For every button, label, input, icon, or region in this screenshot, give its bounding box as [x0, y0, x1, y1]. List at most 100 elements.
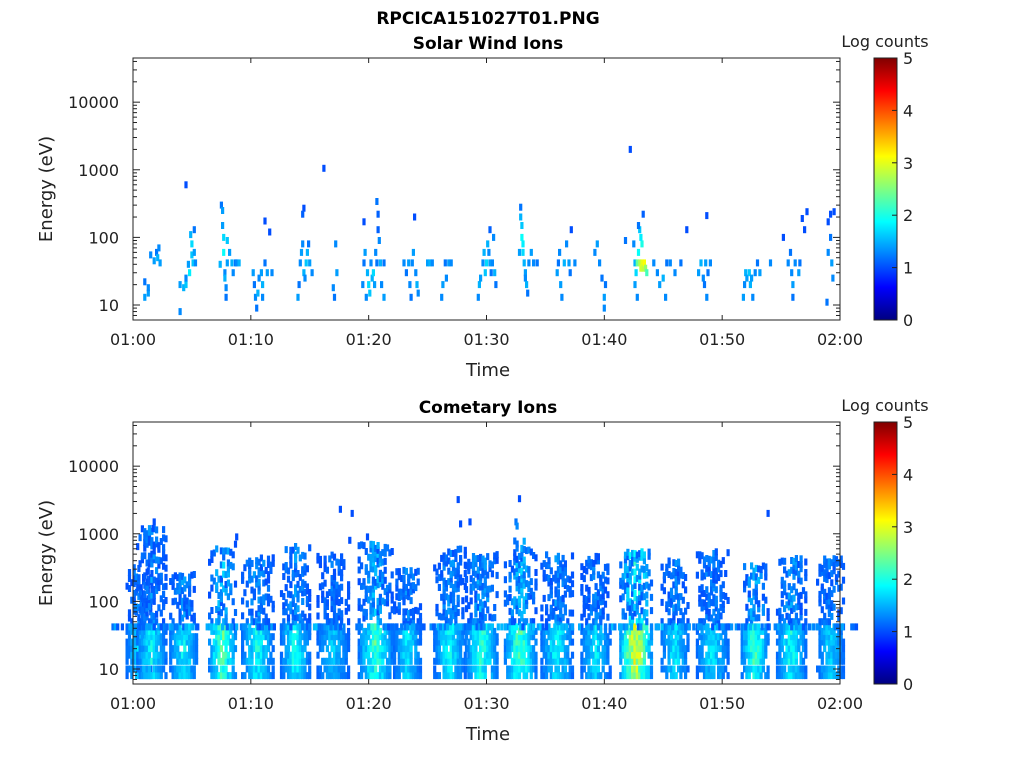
spectrogram-cell	[282, 672, 286, 680]
spectrogram-cell	[385, 645, 390, 653]
spectrogram-cell	[152, 541, 156, 549]
spectrogram-cell	[376, 575, 380, 583]
spectrogram-cell	[138, 638, 142, 646]
spectrogram-cell	[592, 672, 596, 680]
spectrogram-cell	[823, 555, 827, 563]
spectrogram-cell	[761, 651, 765, 659]
spectrogram-cell	[787, 623, 791, 631]
spectrogram-cell	[171, 598, 175, 606]
spectrogram-cell	[155, 651, 159, 659]
spectrogram-cell	[745, 645, 749, 653]
spectrogram-cell	[435, 651, 439, 659]
spectrogram-cell	[143, 672, 147, 680]
spectrogram-cell	[792, 657, 796, 665]
spectrogram-cell	[316, 552, 320, 560]
spectrogram-cell	[642, 633, 646, 641]
spectrogram-cell	[750, 651, 754, 659]
spectrogram-cell	[549, 627, 553, 635]
spectrogram-cell	[241, 612, 245, 620]
spectrogram-cell	[790, 557, 794, 564]
spectrogram-cell	[481, 601, 485, 609]
y-axis-label: Energy (eV)	[36, 500, 57, 606]
spectrogram-cell	[176, 633, 180, 641]
spectrogram-cell	[180, 572, 185, 580]
spectrogram-cell	[635, 574, 639, 582]
spectrogram-cell	[677, 558, 681, 566]
spectrogram-cell	[219, 672, 223, 680]
spectrogram-cell	[271, 645, 275, 653]
spectrogram-cell	[411, 586, 415, 594]
spectrogram-cell	[678, 623, 682, 631]
spectrogram-cell	[520, 581, 524, 589]
spectrogram-cell	[549, 609, 553, 616]
spectrogram-cell	[159, 572, 163, 580]
spectrogram-cell	[418, 618, 423, 626]
spectrogram-cell	[585, 602, 589, 610]
spectrogram-cell	[400, 657, 404, 665]
spectrogram-cell	[328, 665, 332, 673]
spectrogram-cell	[332, 586, 337, 594]
spectrogram-cell	[217, 614, 221, 621]
spectrogram-cell	[561, 645, 565, 653]
x-tick-label: 01:40	[581, 330, 627, 349]
spectrogram-cell	[248, 623, 252, 631]
spectrogram-cell	[599, 594, 603, 602]
x-tick-label: 01:10	[228, 330, 274, 349]
spectrogram-cell	[721, 627, 725, 635]
spectrogram-cell	[580, 627, 584, 635]
spectrogram-cell	[633, 645, 637, 653]
spectrogram-cell	[188, 584, 192, 592]
spectrogram-cell	[376, 581, 380, 589]
spectrogram-cell	[783, 657, 787, 665]
spectrogram-cell	[435, 645, 439, 653]
spectrogram-cell	[712, 665, 716, 673]
spectrogram-cell	[757, 576, 761, 584]
spectrogram-cell	[145, 540, 149, 548]
spectrogram-cell	[471, 553, 476, 560]
spectrogram-cell	[787, 592, 791, 600]
spectrogram-cell	[483, 581, 487, 589]
spectrogram-cell	[830, 665, 834, 673]
spectrogram-cell	[801, 665, 806, 673]
spectrogram-cell	[761, 593, 765, 601]
spectrogram-cell	[606, 577, 610, 585]
spectrogram-cell	[561, 580, 565, 588]
spectrogram-cell	[464, 665, 469, 673]
spectrogram-cell	[263, 259, 267, 267]
spectrogram-cell	[155, 248, 159, 256]
spectrogram-cell	[215, 651, 219, 659]
spectrogram-cell	[633, 589, 637, 597]
spectrogram-cell	[347, 665, 351, 673]
spectrogram-cell	[224, 547, 228, 555]
spectrogram-cell	[633, 672, 637, 680]
spectrogram-cell	[184, 623, 188, 631]
spectrogram-cell	[554, 576, 558, 584]
spectrogram-cell	[623, 627, 628, 635]
spectrogram-cell	[705, 672, 709, 680]
spectrogram-cell	[757, 657, 761, 665]
spectrogram-cell	[381, 571, 385, 579]
spectrogram-cell	[677, 645, 681, 653]
spectrogram-cell	[226, 633, 230, 641]
spectrogram-cell	[556, 566, 560, 574]
spectrogram-cell	[411, 665, 415, 673]
spectrogram-cell	[291, 638, 295, 646]
spectrogram-cell	[259, 569, 263, 577]
x-tick-label: 01:10	[228, 694, 274, 713]
spectrogram-cell	[233, 580, 238, 588]
spectrogram-cell	[301, 665, 305, 673]
spectrogram-cell	[474, 610, 478, 618]
spectrogram-cell	[456, 645, 460, 653]
spectrogram-cell	[222, 248, 226, 256]
x-axis-label: Time	[465, 724, 510, 745]
spectrogram-cell	[178, 672, 182, 680]
spectrogram-cell	[780, 627, 784, 635]
spectrogram-cell	[159, 577, 163, 585]
spectrogram-cell	[180, 587, 185, 595]
spectrogram-cell	[454, 605, 458, 612]
spectrogram-cell	[252, 638, 256, 646]
spectrogram-cell	[479, 578, 483, 586]
colorbar-tick-label: 1	[903, 259, 913, 278]
spectrogram-cell	[323, 627, 327, 635]
spectrogram-cell	[369, 593, 373, 601]
